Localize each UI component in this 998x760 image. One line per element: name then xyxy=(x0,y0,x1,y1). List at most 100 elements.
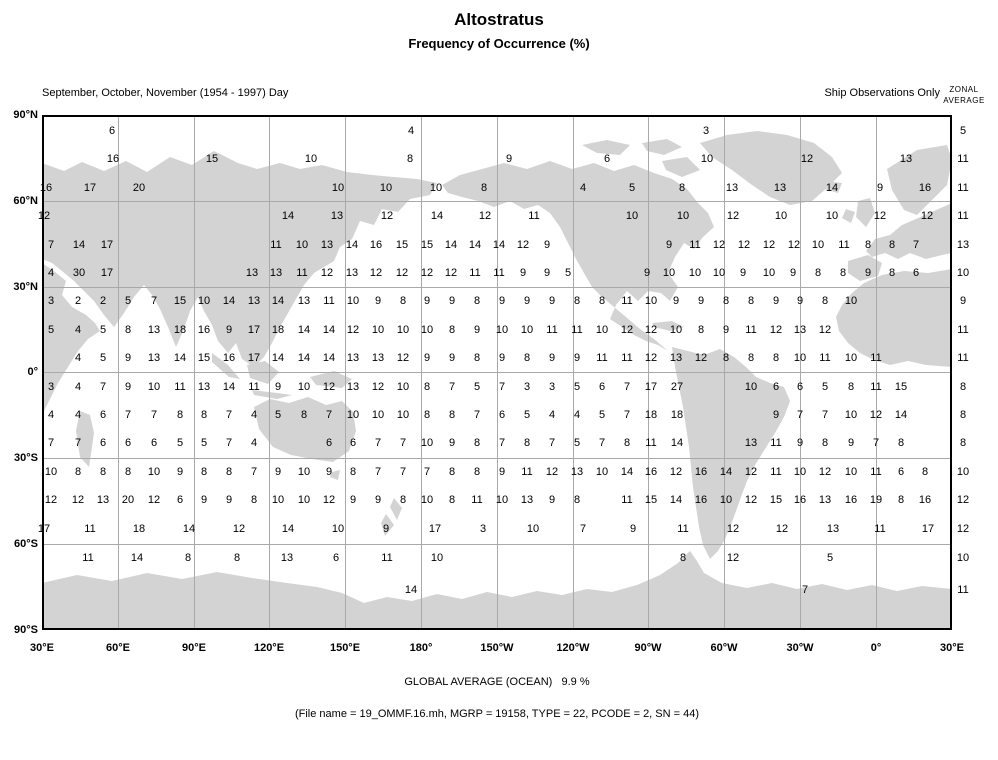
grid-value: 10 xyxy=(430,552,444,564)
grid-value: 7 xyxy=(325,409,333,421)
grid-value: 8 xyxy=(697,324,705,336)
grid-value: 8 xyxy=(722,295,730,307)
grid-value: 11 xyxy=(770,466,782,478)
grid-value: 18 xyxy=(670,409,684,421)
grid-value: 17 xyxy=(247,324,261,336)
grid-value: 8 xyxy=(747,352,755,364)
grid-value: 7 xyxy=(47,239,55,251)
grid-value: 9 xyxy=(498,466,506,478)
grid-value: 10 xyxy=(844,409,858,421)
grid-value: 10 xyxy=(811,239,825,251)
zonal-average-value: 8 xyxy=(959,381,967,393)
zonal-average-header: ZONAL AVERAGE xyxy=(930,84,998,106)
grid-value: 6 xyxy=(897,466,905,478)
grid-value: 12 xyxy=(369,267,383,279)
grid-value: 13 xyxy=(245,267,259,279)
grid-value: 7 xyxy=(74,437,82,449)
grid-value: 16 xyxy=(844,494,858,506)
grid-value: 6 xyxy=(796,381,804,393)
zonal-average-value: 11 xyxy=(957,210,969,222)
source-label: Ship Observations Only xyxy=(824,87,940,99)
grid-value: 9 xyxy=(225,494,233,506)
grid-value: 10 xyxy=(844,295,858,307)
grid-value: 13 xyxy=(345,267,359,279)
grid-value: 10 xyxy=(793,352,807,364)
grid-value: 6 xyxy=(598,381,606,393)
grid-value: 9 xyxy=(543,267,551,279)
grid-value: 8 xyxy=(598,295,606,307)
grid-value: 5 xyxy=(47,324,55,336)
grid-value: 11 xyxy=(677,523,689,535)
grid-value: 11 xyxy=(571,324,583,336)
grid-value: 11 xyxy=(528,210,540,222)
land-north-america xyxy=(442,161,714,351)
zonal-average-value: 12 xyxy=(956,494,970,506)
grid-value: 16 xyxy=(222,352,236,364)
grid-value: 9 xyxy=(629,523,637,535)
grid-value: 13 xyxy=(793,324,807,336)
grid-value: 17 xyxy=(247,352,261,364)
grid-value: 9 xyxy=(374,295,382,307)
grid-value: 17 xyxy=(100,267,114,279)
grid-value: 8 xyxy=(839,267,847,279)
grid-value: 8 xyxy=(406,153,414,165)
grid-value: 10 xyxy=(420,437,434,449)
grid-value: 15 xyxy=(769,494,783,506)
grid-value: 14 xyxy=(894,409,908,421)
grid-value: 7 xyxy=(399,437,407,449)
figure-subtitle: Frequency of Occurrence (%) xyxy=(408,36,590,51)
grid-value: 11 xyxy=(770,437,782,449)
grid-value: 8 xyxy=(200,466,208,478)
grid-value: 12 xyxy=(920,210,934,222)
grid-value: 11 xyxy=(745,324,757,336)
land-britain xyxy=(856,198,875,227)
grid-value: 8 xyxy=(399,295,407,307)
grid-value: 11 xyxy=(84,523,96,535)
grid-value: 15 xyxy=(420,239,434,251)
grid-value: 10 xyxy=(420,494,434,506)
lon-tick-label: 120°W xyxy=(556,642,590,654)
grid-value: 12 xyxy=(726,523,740,535)
grid-value: 8 xyxy=(523,352,531,364)
grid-value: 9 xyxy=(382,523,390,535)
grid-value: 8 xyxy=(821,437,829,449)
zonal-average-value: 11 xyxy=(957,153,969,165)
grid-value: 10 xyxy=(676,210,690,222)
zonal-average-value: 12 xyxy=(956,523,970,535)
grid-value: 2 xyxy=(99,295,107,307)
grid-value: 11 xyxy=(82,552,94,564)
grid-value: 8 xyxy=(722,352,730,364)
grid-value: 6 xyxy=(498,409,506,421)
global-average-label: GLOBAL AVERAGE (OCEAN) 9.9 % xyxy=(404,676,590,688)
lon-tick-label: 90°W xyxy=(634,642,662,654)
grid-value: 11 xyxy=(819,352,831,364)
zonal-average-value: 11 xyxy=(957,324,969,336)
grid-value: 5 xyxy=(124,295,132,307)
grid-value: 10 xyxy=(719,494,733,506)
grid-value: 8 xyxy=(423,381,431,393)
grid-value: 18 xyxy=(271,324,285,336)
grid-value: 10 xyxy=(595,466,609,478)
grid-value: 8 xyxy=(473,437,481,449)
grid-value: 2 xyxy=(74,295,82,307)
grid-value: 12 xyxy=(769,324,783,336)
grid-value: 13 xyxy=(669,352,683,364)
grid-value: 9 xyxy=(643,267,651,279)
grid-value: 11 xyxy=(689,239,701,251)
lat-tick-label: 60°S xyxy=(14,538,38,550)
zonal-average-value: 10 xyxy=(956,552,970,564)
grid-value: 9 xyxy=(200,494,208,506)
grid-value: 10 xyxy=(297,466,311,478)
grid-value: 6 xyxy=(325,437,333,449)
lon-tick-label: 30°E xyxy=(940,642,964,654)
grid-value: 9 xyxy=(325,466,333,478)
grid-value: 5 xyxy=(564,267,572,279)
grid-value: 12 xyxy=(37,210,51,222)
zonal-average-value: 13 xyxy=(956,239,970,251)
grid-value: 16 xyxy=(644,466,658,478)
grid-value: 10 xyxy=(526,523,540,535)
grid-value: 8 xyxy=(921,466,929,478)
grid-value: 6 xyxy=(772,381,780,393)
grid-value: 12 xyxy=(787,239,801,251)
grid-value: 9 xyxy=(543,239,551,251)
